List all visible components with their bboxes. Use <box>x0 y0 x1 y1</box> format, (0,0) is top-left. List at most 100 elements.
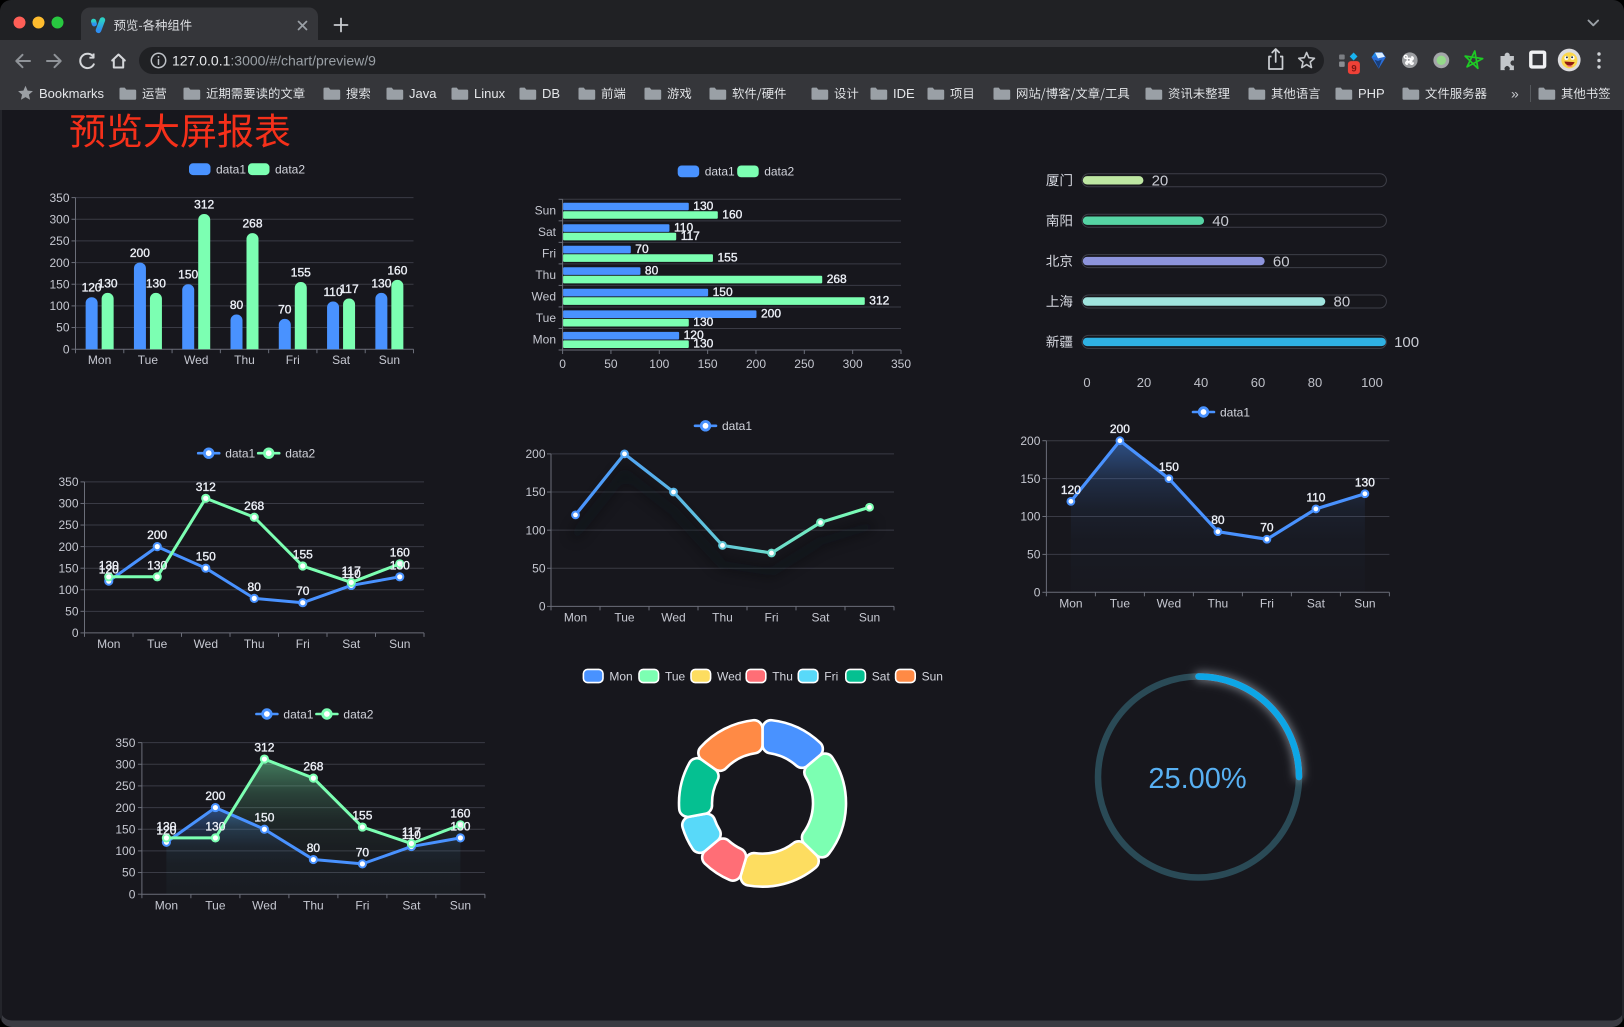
svg-text:80: 80 <box>1334 294 1351 311</box>
svg-text:80: 80 <box>248 580 262 594</box>
svg-text:Sat: Sat <box>342 637 361 651</box>
svg-text:150: 150 <box>713 285 733 299</box>
svg-text:data2: data2 <box>285 447 315 461</box>
svg-text:Java: Java <box>409 86 437 101</box>
svg-text:150: 150 <box>1159 460 1179 474</box>
svg-text:Sat: Sat <box>872 669 891 683</box>
svg-text:268: 268 <box>303 760 323 774</box>
svg-text:Sat: Sat <box>811 611 830 625</box>
svg-text:Sun: Sun <box>859 611 880 625</box>
svg-text:PHP: PHP <box>1358 86 1385 101</box>
svg-text:250: 250 <box>58 518 78 532</box>
svg-text:110: 110 <box>1306 490 1325 504</box>
svg-text:312: 312 <box>869 294 889 308</box>
svg-text:312: 312 <box>254 741 274 755</box>
svg-text:80: 80 <box>645 264 659 278</box>
svg-text:155: 155 <box>291 266 311 280</box>
svg-text:200: 200 <box>525 447 545 461</box>
svg-text:130: 130 <box>693 315 713 329</box>
svg-text:Sun: Sun <box>450 899 471 913</box>
svg-text:250: 250 <box>115 779 135 793</box>
svg-text:268: 268 <box>244 499 264 513</box>
svg-text:Wed: Wed <box>661 611 685 625</box>
svg-text:155: 155 <box>293 548 313 562</box>
svg-text:data2: data2 <box>764 165 794 179</box>
svg-text:Tue: Tue <box>665 669 686 683</box>
svg-text:Sat: Sat <box>538 225 557 239</box>
svg-text:100: 100 <box>115 844 135 858</box>
svg-text:Mon: Mon <box>155 899 178 913</box>
svg-text:Mon: Mon <box>1059 597 1082 611</box>
svg-text:50: 50 <box>65 605 79 619</box>
svg-text:200: 200 <box>1020 434 1040 448</box>
svg-text:Wed: Wed <box>1157 597 1181 611</box>
svg-text:70: 70 <box>278 302 292 316</box>
svg-text:50: 50 <box>122 866 136 880</box>
svg-text:150: 150 <box>115 822 135 836</box>
svg-text:350: 350 <box>891 357 911 371</box>
svg-text:Wed: Wed <box>252 899 276 913</box>
svg-text:Sat: Sat <box>402 899 421 913</box>
svg-text:80: 80 <box>230 298 244 312</box>
svg-text:80: 80 <box>307 841 321 855</box>
svg-text:Fri: Fri <box>824 669 838 683</box>
svg-text:130: 130 <box>205 819 225 833</box>
svg-text:Bookmarks: Bookmarks <box>39 86 105 101</box>
svg-text:data1: data1 <box>722 419 752 433</box>
svg-text:130: 130 <box>450 819 470 833</box>
svg-text:0: 0 <box>1034 586 1041 600</box>
svg-text:160: 160 <box>387 263 407 277</box>
svg-text:0: 0 <box>1083 375 1090 390</box>
svg-text:117: 117 <box>681 229 700 243</box>
svg-text:50: 50 <box>604 357 618 371</box>
svg-text:150: 150 <box>49 277 69 291</box>
svg-text:Sun: Sun <box>379 353 400 367</box>
svg-text:130: 130 <box>371 276 391 290</box>
svg-text:100: 100 <box>58 583 78 597</box>
svg-text:100: 100 <box>49 299 69 313</box>
svg-text:250: 250 <box>49 234 69 248</box>
svg-text:Fri: Fri <box>765 611 779 625</box>
svg-text:300: 300 <box>58 497 78 511</box>
svg-text:70: 70 <box>296 584 310 598</box>
svg-text:268: 268 <box>242 217 262 231</box>
svg-text:Mon: Mon <box>88 353 111 367</box>
svg-text:50: 50 <box>56 321 70 335</box>
svg-text:Sun: Sun <box>389 637 410 651</box>
svg-text:25.00%: 25.00% <box>1148 763 1246 795</box>
svg-text:155: 155 <box>352 809 372 823</box>
svg-text:50: 50 <box>1027 548 1041 562</box>
svg-text:Mon: Mon <box>564 611 587 625</box>
svg-text:Tue: Tue <box>138 353 159 367</box>
svg-text:155: 155 <box>718 251 738 265</box>
svg-text:Fri: Fri <box>355 899 369 913</box>
svg-text:70: 70 <box>635 242 649 256</box>
svg-text:Wed: Wed <box>717 669 741 683</box>
svg-text:130: 130 <box>147 558 167 572</box>
svg-text:0: 0 <box>63 342 70 356</box>
svg-text:200: 200 <box>761 307 781 321</box>
svg-text:120: 120 <box>156 824 176 838</box>
svg-text:127.0.0.1:3000/#/chart/preview: 127.0.0.1:3000/#/chart/preview/9 <box>172 52 376 68</box>
svg-text:data1: data1 <box>216 163 246 177</box>
svg-text:300: 300 <box>115 758 135 772</box>
svg-text:200: 200 <box>1110 422 1130 436</box>
svg-text:100: 100 <box>1020 510 1040 524</box>
svg-text:DB: DB <box>542 86 560 101</box>
svg-text:Wed: Wed <box>184 353 208 367</box>
svg-text:200: 200 <box>115 801 135 815</box>
svg-text:0: 0 <box>539 600 546 614</box>
svg-text:Fri: Fri <box>542 246 556 260</box>
svg-text:200: 200 <box>130 246 150 260</box>
svg-text:150: 150 <box>196 550 216 564</box>
svg-text:Wed: Wed <box>532 289 556 303</box>
svg-text:data2: data2 <box>275 163 305 177</box>
svg-text:20: 20 <box>1137 375 1151 390</box>
svg-text:150: 150 <box>178 268 198 282</box>
svg-text:120: 120 <box>1061 483 1081 497</box>
svg-text:50: 50 <box>532 562 546 576</box>
svg-text:250: 250 <box>794 357 814 371</box>
svg-text:40: 40 <box>1194 375 1208 390</box>
svg-text:data1: data1 <box>283 707 313 721</box>
svg-text:100: 100 <box>649 357 669 371</box>
